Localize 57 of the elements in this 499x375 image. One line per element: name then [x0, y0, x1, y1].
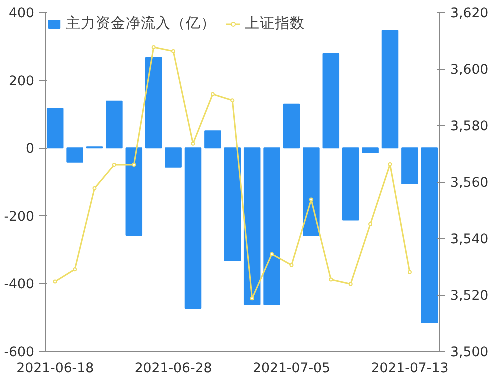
point — [388, 162, 392, 166]
point — [368, 222, 373, 226]
y-tick-label: 0 — [26, 142, 35, 158]
bar — [126, 148, 143, 236]
point — [408, 270, 412, 274]
x-tick-label: 2021-07-05 — [253, 362, 330, 375]
point — [290, 263, 294, 268]
y2-tick-label: 3,520 — [450, 289, 489, 304]
point — [230, 98, 235, 103]
y-tick-label: -200 — [4, 210, 34, 225]
bar — [283, 104, 300, 149]
bar — [322, 53, 340, 149]
y2-tick-label: 3,580 — [450, 120, 489, 134]
bar — [165, 148, 182, 168]
legend-label: 主力资金净流入（亿） — [66, 14, 216, 33]
point — [132, 163, 136, 168]
x-tick-label: 2021-07-13 — [371, 362, 449, 375]
bar — [244, 148, 261, 306]
bar — [362, 148, 379, 154]
point — [210, 92, 215, 96]
point — [53, 280, 58, 284]
point — [73, 268, 78, 272]
point — [92, 186, 97, 190]
bar — [106, 100, 123, 149]
y2-tick-label: 3,560 — [450, 176, 489, 191]
bar — [382, 30, 399, 149]
legend-label: 上证指数 — [245, 14, 305, 33]
y2-tick-label: 3,540 — [450, 232, 489, 248]
y-tick-label: 200 — [9, 74, 35, 90]
bar — [402, 148, 418, 185]
point — [191, 142, 196, 146]
x-tick-label: 2021-06-18 — [16, 362, 94, 375]
y2-tick-label: 3,500 — [450, 346, 489, 360]
y-tick-label: -400 — [4, 278, 34, 293]
point — [309, 198, 314, 202]
y-tick-label: -600 — [4, 346, 34, 360]
bar — [46, 108, 64, 149]
point — [172, 49, 176, 54]
bar — [66, 148, 84, 163]
point — [348, 282, 353, 286]
bar — [224, 148, 242, 262]
bar — [264, 148, 280, 306]
bar — [184, 148, 202, 309]
bar — [421, 148, 438, 324]
bar — [204, 130, 222, 149]
bar — [145, 57, 162, 149]
y-tick-label: 400 — [9, 6, 35, 22]
point — [112, 163, 116, 168]
point — [250, 296, 254, 301]
bar — [303, 148, 320, 236]
point — [329, 278, 334, 282]
bar — [342, 148, 360, 221]
point — [270, 252, 274, 256]
y2-tick-label: 3,600 — [450, 63, 489, 78]
x-tick-label: 2021-06-28 — [134, 362, 212, 375]
y2-tick-label: 3,620 — [450, 6, 489, 22]
point — [152, 46, 156, 50]
